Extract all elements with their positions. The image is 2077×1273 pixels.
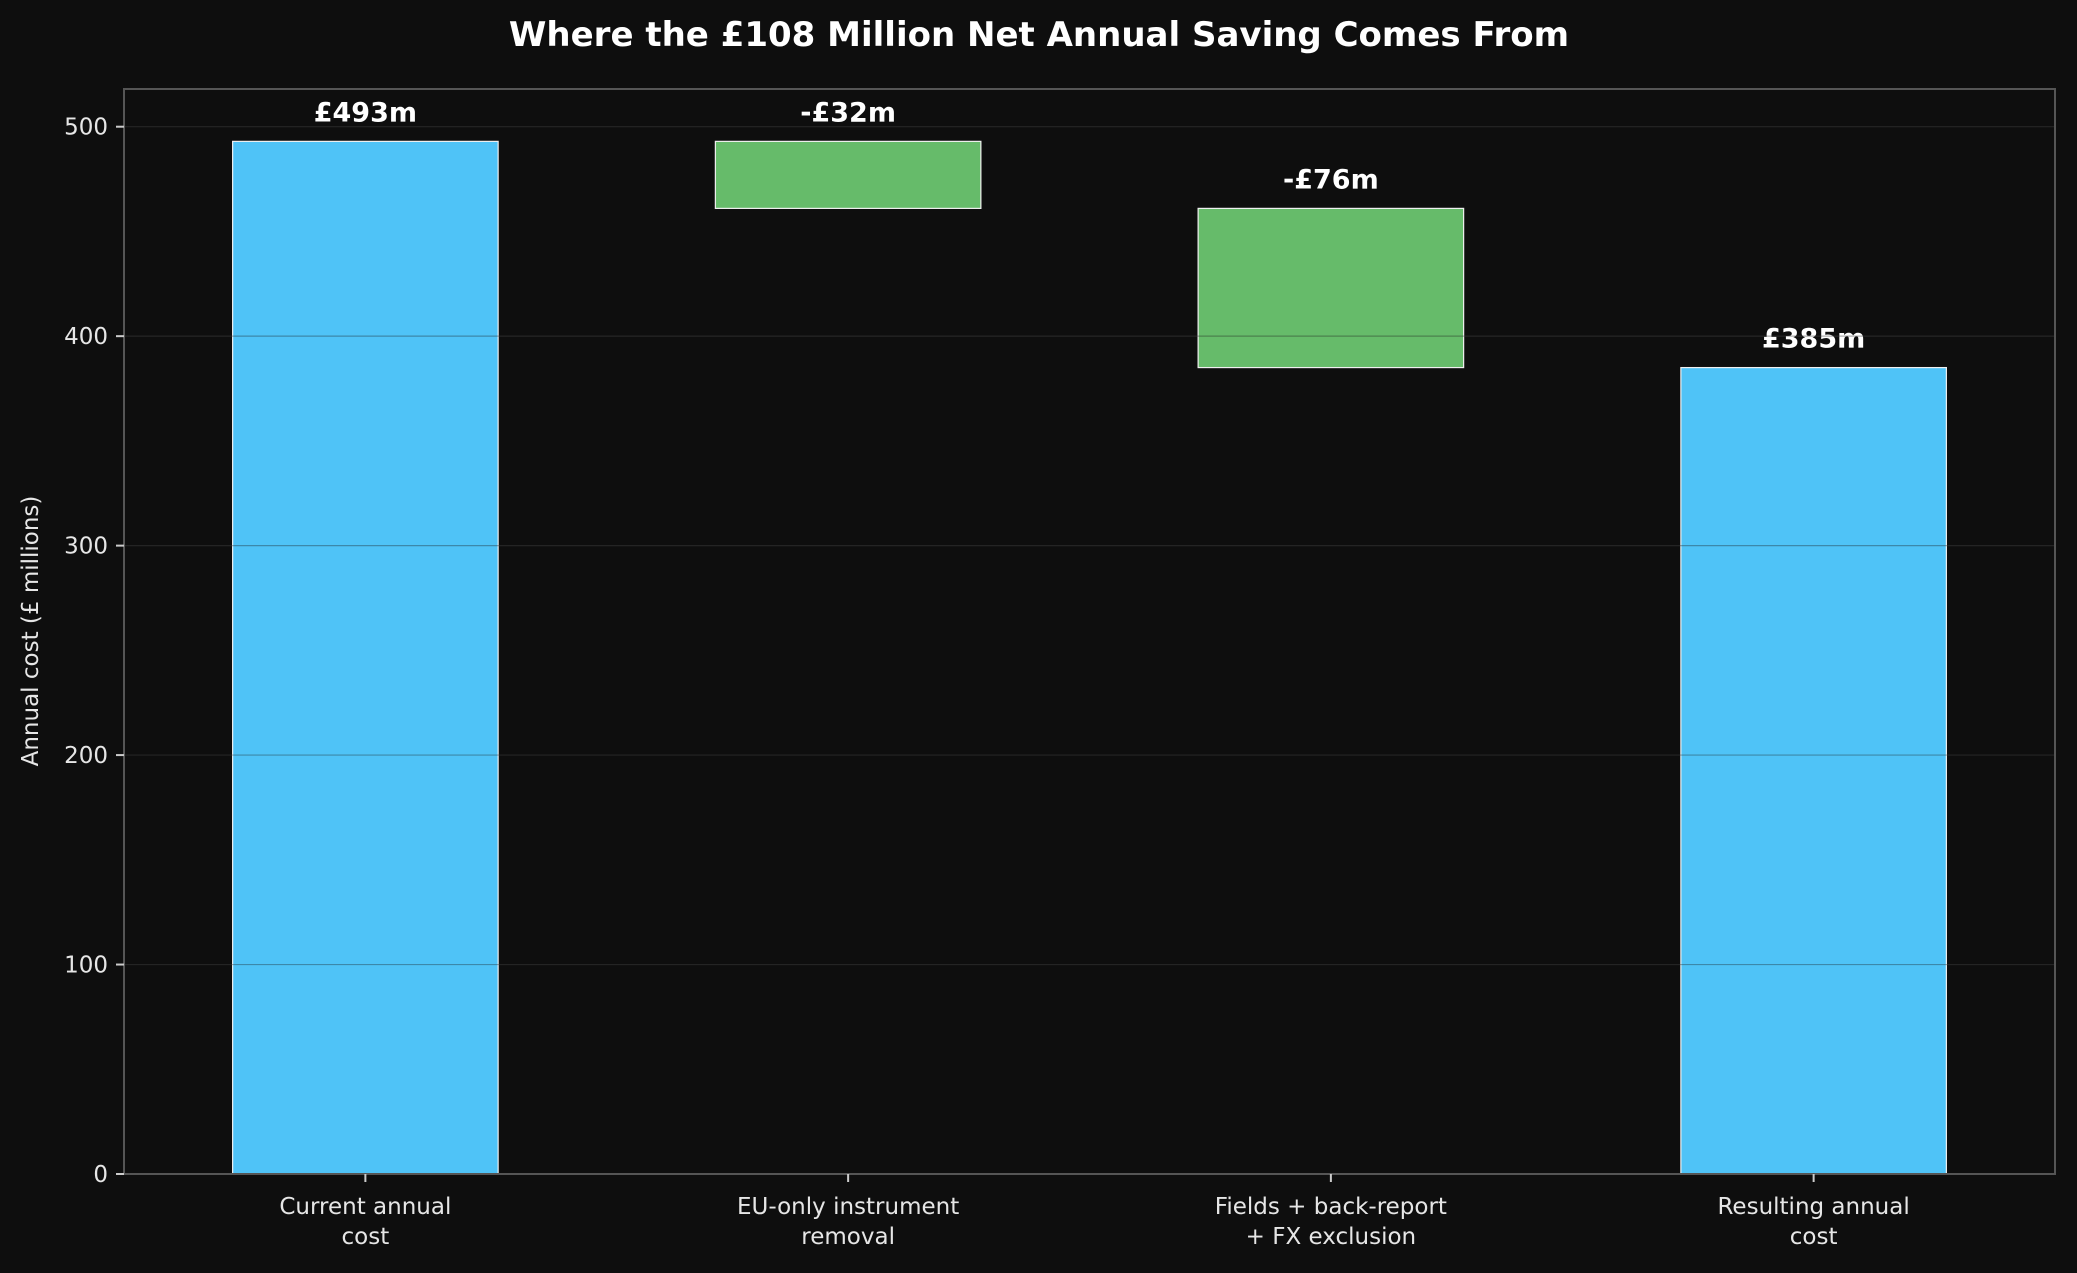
x-tick-label-3-1: cost — [1790, 1224, 1838, 1250]
data-label-3: £385m — [1762, 324, 1865, 355]
y-tick-label-200: 200 — [64, 743, 108, 769]
data-labels-group: £493m -£32m -£76m £385m — [124, 97, 2055, 966]
y-axis: 0 100 200 300 400 500 — [64, 115, 124, 1188]
plot-frame — [123, 88, 2056, 1175]
bar-0 — [232, 140, 499, 1175]
x-tick-label-2-0: Fields + back-report — [1215, 1194, 1447, 1220]
y-axis-label: Annual cost (£ millions) — [18, 496, 44, 767]
x-tick-label-0-0: Current annual — [279, 1194, 451, 1220]
bars-group — [232, 140, 1947, 1175]
y-tick-label-100: 100 — [64, 953, 108, 979]
x-tick-label-0-1: cost — [342, 1224, 390, 1250]
data-label-1: -£32m — [800, 97, 896, 128]
x-tick-label-1-0: EU-only instrument — [737, 1194, 959, 1220]
data-label-2: -£76m — [1283, 164, 1379, 195]
y-tick-label-400: 400 — [64, 324, 108, 350]
data-label-0: £493m — [314, 97, 417, 128]
bar-1 — [714, 140, 982, 209]
bar-3 — [1680, 366, 1947, 1175]
x-tick-label-1-1: removal — [801, 1224, 895, 1250]
y-tick-label-500: 500 — [64, 115, 108, 141]
bar-2 — [1197, 207, 1465, 369]
y-tick-label-300: 300 — [64, 534, 108, 560]
y-tick-label-0: 0 — [93, 1162, 108, 1188]
x-tick-label-2-1: + FX exclusion — [1246, 1224, 1416, 1250]
chart-title: Where the £108 Million Net Annual Saving… — [509, 15, 1569, 55]
x-tick-label-3-0: Resulting annual — [1717, 1194, 1909, 1220]
x-axis: Current annual cost EU-only instrument remo… — [279, 1174, 1910, 1250]
